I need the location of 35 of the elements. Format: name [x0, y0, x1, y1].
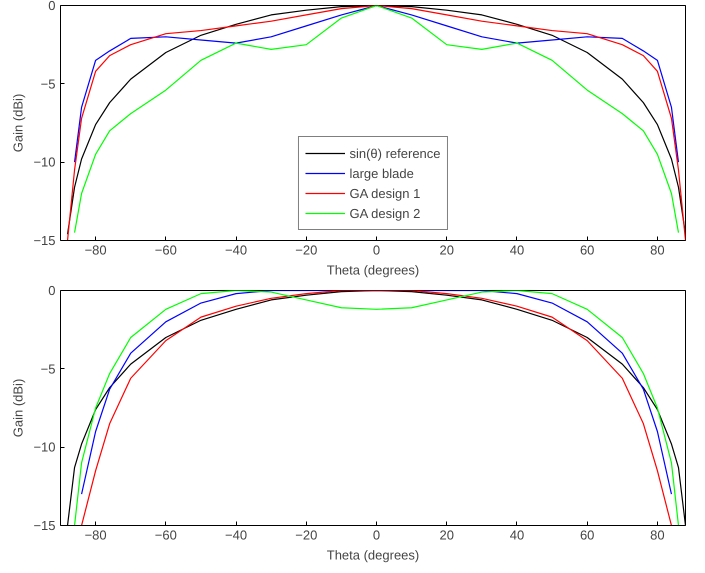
x-tick-label: −40 — [225, 528, 248, 542]
x-tick-label: 40 — [510, 242, 524, 258]
x-tick-label: −80 — [84, 528, 107, 542]
y-tick-label: −5 — [40, 76, 56, 92]
x-tick-label: 60 — [580, 528, 594, 542]
x-tick-label: 20 — [440, 528, 454, 542]
y-tick-label: −15 — [33, 233, 56, 248]
x-tick-label: −40 — [225, 242, 248, 258]
y-tick-label: 0 — [48, 283, 56, 298]
x-tick-label: −80 — [84, 242, 107, 258]
legend-label: large blade — [349, 166, 414, 180]
x-axis-title: Theta (degrees) — [326, 548, 420, 562]
y-axis-title: Gain (dBi) — [10, 94, 26, 152]
x-tick-label: 80 — [650, 242, 665, 258]
legend-label: GA design 1 — [349, 186, 420, 200]
x-tick-label: −20 — [295, 242, 318, 258]
y-tick-label: −15 — [33, 518, 56, 533]
x-tick-label: −60 — [154, 528, 177, 542]
x-tick-label: 40 — [510, 528, 524, 542]
x-axis-title: Theta (degrees) — [326, 262, 420, 278]
x-tick-label: −60 — [154, 242, 177, 258]
y-tick-label: −10 — [33, 154, 56, 170]
x-tick-label: 0 — [372, 242, 380, 258]
legend-label: sin(θ) reference — [349, 146, 441, 160]
x-tick-label: 60 — [580, 242, 594, 258]
x-tick-label: 80 — [650, 528, 665, 542]
y-tick-label: −10 — [33, 440, 56, 455]
x-tick-label: −20 — [295, 528, 318, 542]
legend-label: GA design 2 — [349, 206, 420, 220]
y-axis-title: Gain (dBi) — [10, 378, 26, 438]
x-tick-label: 20 — [440, 242, 454, 258]
y-tick-label: −5 — [40, 361, 56, 376]
y-tick-label: 0 — [48, 0, 56, 13]
line-series — [74, 6, 680, 163]
x-tick-label: 0 — [372, 528, 380, 542]
